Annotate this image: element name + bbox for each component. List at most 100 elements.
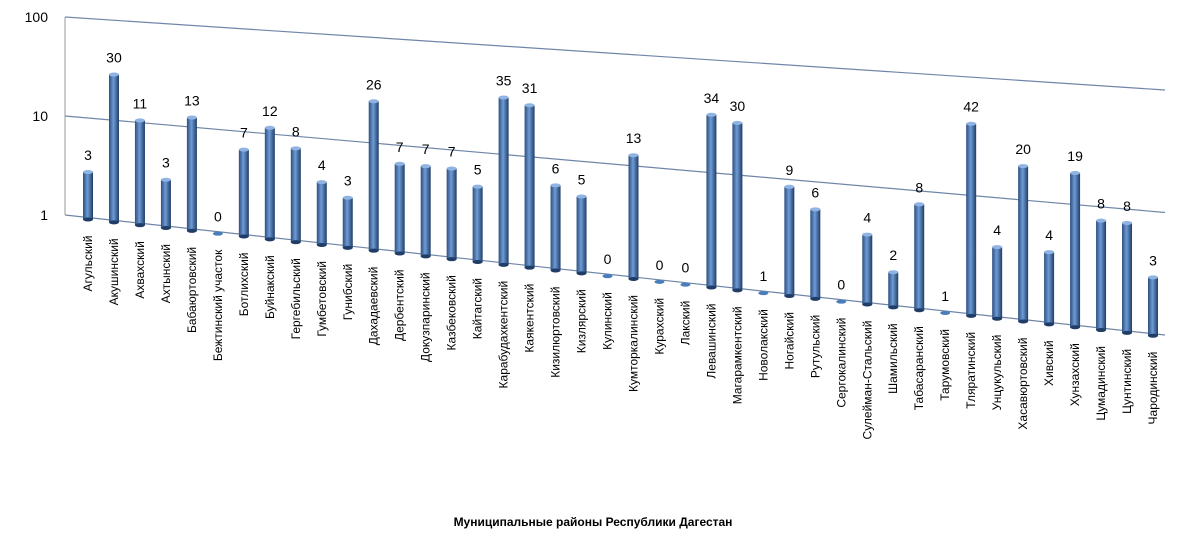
bar <box>550 185 561 271</box>
x-tick-label: Сулейман-Стальский <box>860 321 874 440</box>
bar-bottom <box>628 277 639 282</box>
bar-top <box>290 146 301 151</box>
x-tick-label: Курахский <box>652 298 666 355</box>
bar-bottom <box>784 294 795 299</box>
x-tick-label: Лакский <box>678 301 692 346</box>
value-label: 0 <box>604 251 612 267</box>
bar-top <box>134 118 145 123</box>
x-tick-label: Кизилюртовский <box>549 287 563 378</box>
value-label: 4 <box>993 222 1001 238</box>
x-tick-label: Буйнакский <box>263 255 277 319</box>
bar-bottom <box>1148 333 1158 338</box>
x-tick-label: Кумторкалинский <box>626 295 640 392</box>
bar <box>1070 172 1081 328</box>
value-label: 42 <box>963 99 979 115</box>
bar-bottom <box>290 240 301 245</box>
bar <box>680 282 691 287</box>
grid-line <box>64 115 1166 214</box>
bar <box>420 166 431 257</box>
bar-bottom <box>992 316 1003 321</box>
value-label: 8 <box>1123 198 1131 214</box>
bar-bottom <box>498 262 509 267</box>
bar <box>758 291 769 296</box>
bar-top <box>992 245 1003 250</box>
value-label: 8 <box>915 179 923 195</box>
bar <box>1122 222 1133 333</box>
bar-top <box>1070 170 1081 175</box>
bar-top <box>732 120 743 125</box>
bar-bottom <box>368 248 379 253</box>
bar-bottom <box>1044 322 1055 327</box>
bar-bottom <box>706 285 717 290</box>
bar-bottom <box>108 220 119 225</box>
bar <box>290 148 301 243</box>
bar-bottom <box>186 228 197 233</box>
bar <box>576 196 587 274</box>
bar-top <box>186 115 197 120</box>
bar <box>368 101 379 251</box>
bar-top <box>342 195 353 200</box>
bar-top <box>1044 250 1055 255</box>
bar <box>784 186 795 297</box>
bar-bottom <box>83 217 93 222</box>
bar-top <box>108 72 119 77</box>
bar-top <box>446 166 457 171</box>
bar <box>732 122 743 291</box>
x-tick-label: Карабудахкентский <box>497 281 511 389</box>
x-tick-label: Сергокалинский <box>834 318 848 408</box>
x-tick-label: Казбековский <box>445 275 459 350</box>
x-tick-label: Цунтинский <box>1120 349 1134 414</box>
bar-top <box>888 270 899 275</box>
x-tick-label: Кайтагский <box>471 278 485 339</box>
bar-top <box>784 184 795 189</box>
x-tick-label: Дахадаевский <box>367 267 381 346</box>
x-tick-label: Ботлихский <box>237 253 251 317</box>
bar-top <box>316 180 327 185</box>
bar-bottom <box>888 305 899 310</box>
bar <box>134 120 145 226</box>
value-label: 30 <box>106 50 122 66</box>
x-tick-label: Рутульский <box>808 315 822 378</box>
x-tick-label: Гунибский <box>341 264 355 320</box>
x-tick-label: Докузпаринский <box>419 272 433 362</box>
bar-bottom <box>134 223 145 228</box>
bar <box>498 97 509 265</box>
value-label: 4 <box>1045 227 1053 243</box>
bar-top <box>1148 275 1158 280</box>
bar <box>1148 277 1158 336</box>
x-tick-label: Акушинский <box>107 238 121 305</box>
x-tick-label: Гергебильский <box>289 258 303 339</box>
bar-bottom <box>1096 328 1107 333</box>
bar-bottom <box>862 302 873 307</box>
value-label: 8 <box>1097 196 1105 212</box>
x-tick-label: Магарамкентский <box>730 306 744 404</box>
bar-bottom <box>1070 325 1081 330</box>
bar <box>186 117 197 231</box>
bar-top <box>1096 218 1107 223</box>
value-label: 7 <box>448 144 456 160</box>
x-tick-label: Кулинский <box>601 292 615 350</box>
value-label: 8 <box>292 123 300 139</box>
bar-top <box>394 161 405 166</box>
bar-bottom <box>524 265 535 270</box>
x-tick-label: Шамильский <box>886 323 900 394</box>
bar <box>654 279 665 284</box>
bar-bottom <box>264 237 275 242</box>
bar-top <box>576 194 587 199</box>
bar <box>810 209 821 299</box>
bar <box>888 272 899 308</box>
value-label: 3 <box>344 173 352 189</box>
value-label: 20 <box>1015 141 1031 157</box>
value-label: 7 <box>240 125 248 141</box>
bar <box>836 299 847 304</box>
x-tick-label: Гумбетовский <box>315 261 329 337</box>
value-label: 0 <box>682 260 690 276</box>
grid-line <box>64 16 1166 91</box>
bar-top <box>472 184 483 189</box>
bar <box>472 186 483 263</box>
bar <box>212 231 223 236</box>
x-tick-label: Хасавюртовский <box>1016 338 1030 430</box>
value-label: 34 <box>704 90 720 106</box>
bar <box>342 197 353 248</box>
y-tick-label: 1 <box>40 207 48 223</box>
